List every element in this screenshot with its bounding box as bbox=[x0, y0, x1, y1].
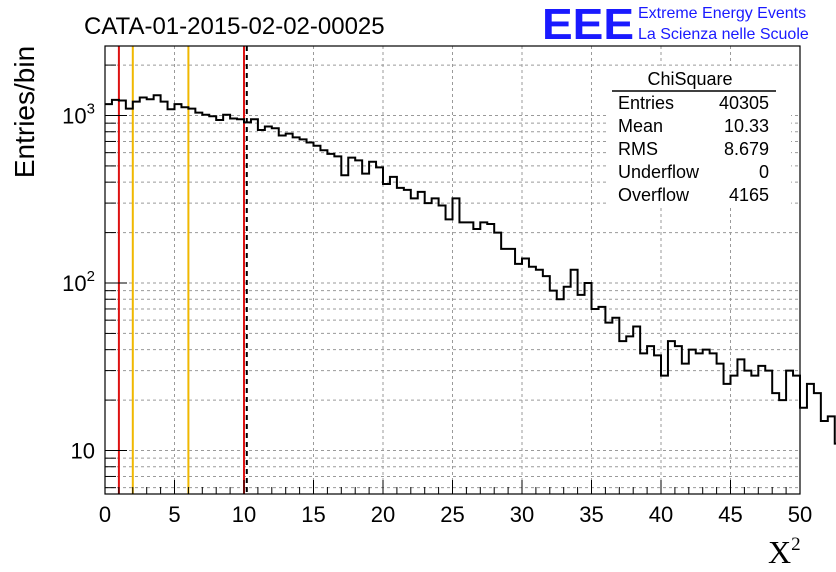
x-axis: 0 5 10 15 20 25 30 35 40 45 50 bbox=[99, 480, 812, 527]
stats-row-value: 10.33 bbox=[724, 116, 769, 136]
x-tick-label: 0 bbox=[99, 502, 111, 527]
stats-row-value: 40305 bbox=[719, 93, 769, 113]
stats-row-value: 4165 bbox=[729, 185, 769, 205]
stats-row-value: 0 bbox=[759, 162, 769, 182]
x-tick-label: 30 bbox=[510, 502, 534, 527]
eee-logo-letters: EEE bbox=[542, 0, 634, 49]
stats-row-label: Mean bbox=[618, 116, 663, 136]
x-axis-label: X2 bbox=[768, 534, 801, 570]
x-tick-label: 25 bbox=[440, 502, 464, 527]
reference-lines bbox=[117, 46, 248, 494]
histogram-series bbox=[105, 94, 836, 445]
stats-box: ChiSquare Entries 40305 Mean 10.33 RMS 8.679 U… bbox=[609, 66, 791, 206]
x-tick-label: 40 bbox=[649, 502, 673, 527]
y-tick-label: 103 bbox=[62, 101, 95, 129]
stats-box-title: ChiSquare bbox=[647, 69, 732, 89]
y-axis-label: Entries/bin bbox=[9, 46, 40, 178]
x-tick-label: 10 bbox=[232, 502, 256, 527]
y-tick-label: 10 bbox=[71, 439, 95, 464]
stats-row-label: Entries bbox=[618, 93, 674, 113]
grid bbox=[105, 46, 800, 494]
chart-title: CATA-01-2015-02-02-00025 bbox=[84, 13, 385, 40]
x-tick-label: 35 bbox=[579, 502, 603, 527]
stats-box-background bbox=[609, 66, 791, 206]
y-axis: 10 102 103 bbox=[62, 64, 127, 489]
x-tick-label: 45 bbox=[718, 502, 742, 527]
stats-row-label: RMS bbox=[618, 139, 658, 159]
logo-line-1: Extreme Energy Events bbox=[638, 5, 806, 22]
x-tick-label: 50 bbox=[788, 502, 812, 527]
stats-box-rows: Entries 40305 Mean 10.33 RMS 8.679 Underflow 0 O… bbox=[618, 93, 769, 205]
stats-row-value: 8.679 bbox=[724, 139, 769, 159]
stats-row-label: Underflow bbox=[618, 162, 700, 182]
stats-row-label: Overflow bbox=[618, 185, 690, 205]
eee-logo: EEE Extreme Energy Events La Scienza nel… bbox=[542, 0, 809, 49]
x-tick-label: 15 bbox=[301, 502, 325, 527]
logo-line-2: La Scienza nelle Scuole bbox=[638, 26, 809, 43]
x-tick-label: 20 bbox=[371, 502, 395, 527]
x-tick-label: 5 bbox=[168, 502, 180, 527]
y-tick-label: 102 bbox=[62, 268, 95, 296]
